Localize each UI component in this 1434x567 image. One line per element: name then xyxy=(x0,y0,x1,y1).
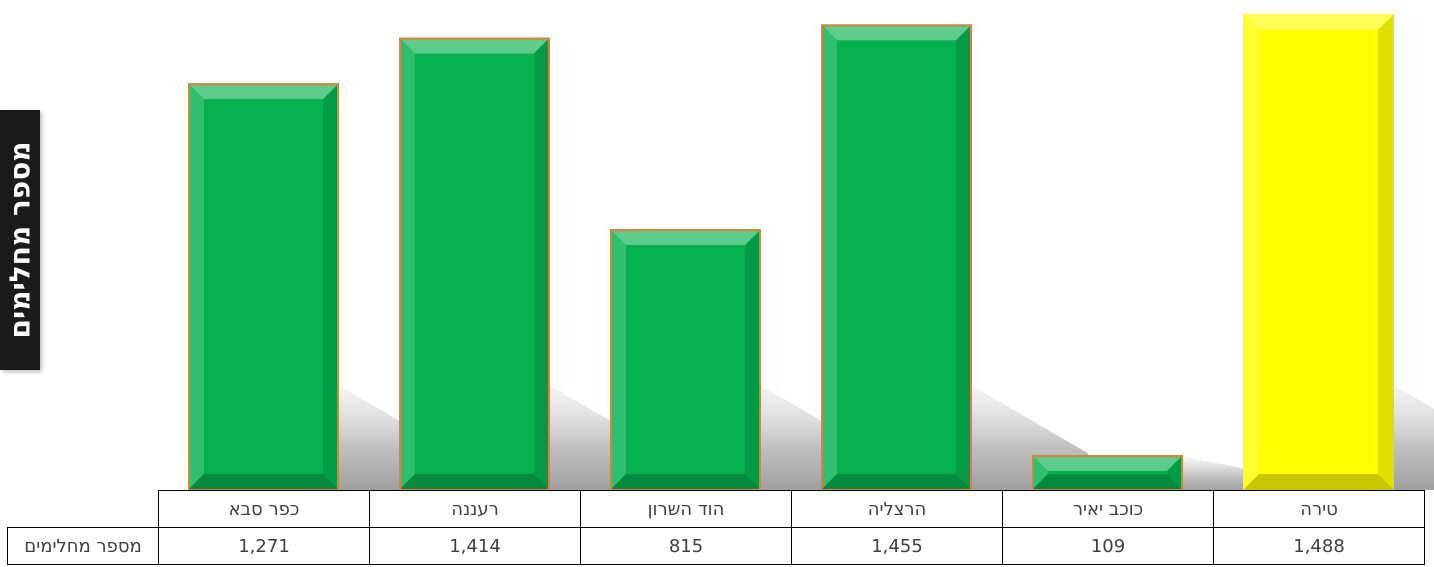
value-label: 109 xyxy=(1002,527,1214,565)
bar-bevel-bottom xyxy=(399,474,550,490)
category-label: הרצליה xyxy=(791,490,1003,528)
bar-bevel-right xyxy=(956,24,972,490)
value-label: 815 xyxy=(580,527,792,565)
bar-outline xyxy=(188,83,339,490)
bar-outline xyxy=(399,37,550,490)
bar-bevel-bottom xyxy=(188,474,339,490)
bar-bevel-right xyxy=(1378,13,1394,490)
bar-bevel-left xyxy=(188,83,204,490)
bar-bevel-bottom xyxy=(1032,474,1183,490)
bar-bevel-left xyxy=(399,37,415,490)
category-label: כוכב יאיר xyxy=(1002,490,1214,528)
bar-outline xyxy=(821,24,972,490)
bar xyxy=(821,24,972,490)
bar-bevel-top xyxy=(188,83,339,100)
bar xyxy=(610,229,761,490)
bar-bevel-left xyxy=(610,229,626,490)
bar-bevel-top xyxy=(821,24,972,41)
bar-bevel-bottom xyxy=(610,474,761,490)
bar-face xyxy=(1047,470,1168,475)
bar xyxy=(188,83,339,490)
bar xyxy=(399,37,550,490)
value-label: 1,271 xyxy=(158,527,370,565)
bar-face xyxy=(204,99,323,474)
bar-plot xyxy=(188,13,1434,490)
bar-bevel-top xyxy=(1032,455,1183,471)
bar-bevel-left xyxy=(1243,13,1259,490)
bar-bevel-right xyxy=(534,37,550,490)
data-table-series-name: מספר מחלימים xyxy=(7,527,159,565)
data-table-value-row: מספר מחלימים 1,271 1,414 815 1,455 109 1,488 xyxy=(7,527,1425,565)
value-label: 1,455 xyxy=(791,527,1003,565)
bar-bevel-left xyxy=(1032,455,1048,490)
y-axis-label-box: מספר מחלימים xyxy=(0,110,40,370)
bar xyxy=(1032,455,1183,490)
bar-bevel-bottom xyxy=(1243,474,1394,490)
category-label: כפר סבא xyxy=(158,490,370,528)
bar-bevel-right xyxy=(745,229,761,490)
bar xyxy=(1243,13,1394,490)
category-label: רעננה xyxy=(369,490,581,528)
data-table-category-row: כפר סבא רעננה הוד השרון הרצליה כוכב יאיר טירה xyxy=(7,490,1425,528)
data-table: כפר סבא רעננה הוד השרון הרצליה כוכב יאיר טירה… xyxy=(7,490,1425,565)
category-label: הוד השרון xyxy=(580,490,792,528)
value-label: 1,488 xyxy=(1213,527,1425,565)
bar-bevel-right xyxy=(1167,455,1183,490)
bar-bevel-top xyxy=(1243,13,1394,30)
category-label: טירה xyxy=(1213,490,1425,528)
bars xyxy=(188,13,1394,490)
bar-bevel-left xyxy=(821,24,837,490)
bar-bevel-bottom xyxy=(821,474,972,490)
bar-shadow xyxy=(1394,385,1434,490)
value-label: 1,414 xyxy=(369,527,581,565)
bar-bevel-right xyxy=(323,83,339,490)
bar-bevel-top xyxy=(610,229,761,246)
data-table-corner xyxy=(7,490,159,528)
bar-face xyxy=(415,53,534,475)
bar-face xyxy=(626,245,745,474)
bar-face xyxy=(837,40,956,475)
bar-face xyxy=(1259,29,1378,475)
bar-bevel-top xyxy=(399,37,550,54)
